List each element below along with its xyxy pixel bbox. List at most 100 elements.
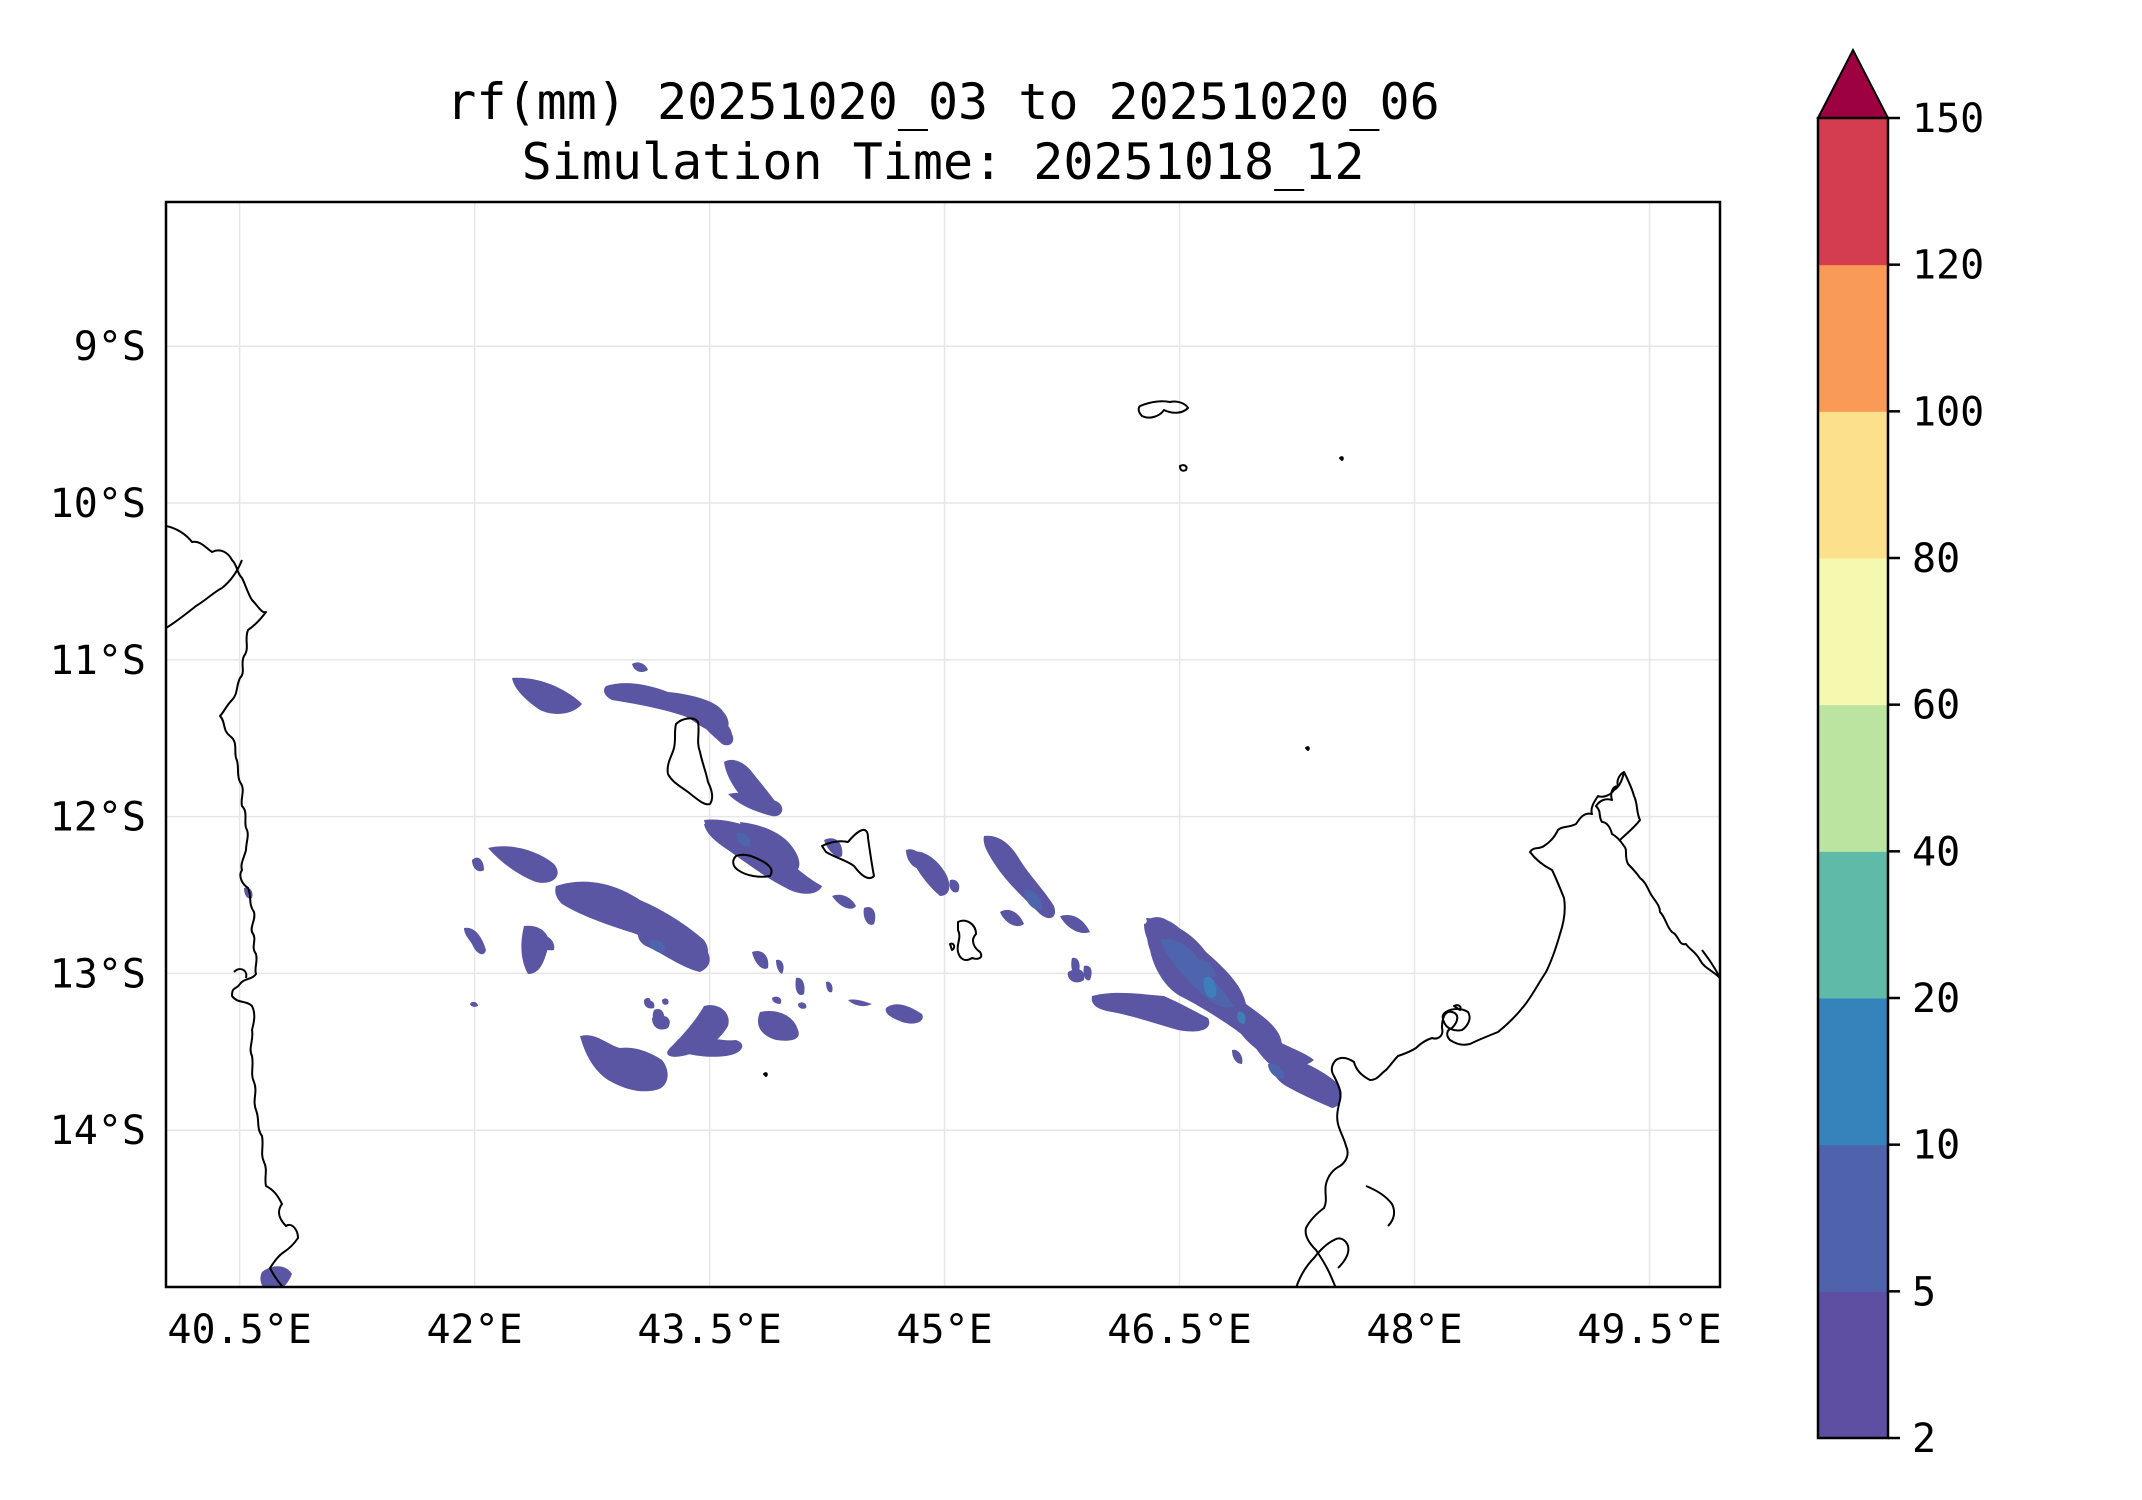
- island-nosy-small: [1453, 1004, 1462, 1011]
- rain-patch: [512, 677, 582, 714]
- island-moheli: [732, 853, 773, 878]
- rain-patch: [532, 933, 555, 951]
- rain-patch: [1232, 1049, 1243, 1064]
- rain-patch: [1083, 965, 1092, 981]
- rain-patch-mid: [1268, 1063, 1285, 1079]
- rain-patch: [662, 998, 669, 1005]
- lon-tick-label: 40.5°E: [167, 1307, 312, 1353]
- rain-patch: [798, 1002, 807, 1009]
- colorbar-segment: [1818, 264, 1888, 412]
- latitude-tick-labels: 9°S 10°S 11°S 12°S 13°S 14°S: [50, 324, 146, 1154]
- rainfall-patches-high: [1203, 977, 1246, 1024]
- island-grande-comore: [666, 717, 714, 806]
- map-frame: [164, 200, 1722, 1289]
- rain-patch: [728, 792, 783, 817]
- rainfall-patches-mid: [650, 832, 1285, 1079]
- rain-patch: [832, 894, 856, 909]
- rain-patch: [488, 846, 558, 883]
- coastline-madagascar: [1304, 771, 1720, 1287]
- island-cosmoledo: [1339, 456, 1344, 461]
- island-mayotte: [956, 919, 983, 961]
- colorbar-tick-label: 2: [1912, 1416, 1936, 1462]
- rain-patch: [1000, 909, 1024, 927]
- rain-patch: [772, 996, 782, 1004]
- rain-patch: [464, 927, 486, 955]
- lon-tick-label: 42°E: [426, 1307, 522, 1353]
- colorbar-extend-triangle: [1816, 47, 1890, 119]
- lat-tick-label: 14°S: [50, 1108, 146, 1154]
- island-mayotte-small: [949, 942, 956, 951]
- rain-patch: [644, 997, 651, 1005]
- rain-patch: [260, 1266, 292, 1287]
- rain-patch: [470, 1001, 478, 1007]
- island-aldabra: [1137, 400, 1189, 419]
- rain-patch: [848, 999, 872, 1007]
- rain-patch: [472, 857, 484, 872]
- rain-patch: [795, 977, 805, 996]
- longitude-tick-labels: 40.5°E 42°E 43.5°E 45°E 46.5°E 48°E 49.5°E: [167, 1307, 1721, 1353]
- rain-patch: [704, 822, 822, 894]
- lat-tick-label: 12°S: [50, 795, 146, 841]
- rain-patch-high: [1203, 977, 1217, 998]
- lon-tick-label: 49.5°E: [1577, 1307, 1722, 1353]
- rain-patch: [776, 959, 784, 974]
- lat-tick-label: 13°S: [50, 951, 146, 997]
- lon-tick-label: 46.5°E: [1107, 1307, 1252, 1353]
- lat-tick-label: 10°S: [50, 481, 146, 527]
- rain-patch: [1270, 1060, 1341, 1108]
- colorbar-segment: [1818, 704, 1888, 852]
- map-gridlines: [166, 202, 1720, 1287]
- rain-patch: [580, 1035, 668, 1092]
- rain-patch: [700, 716, 734, 746]
- rain-patch: [652, 1015, 670, 1030]
- coastline-mozambique-inlet: [233, 968, 248, 979]
- island-astove: [1305, 746, 1310, 751]
- colorbar-tick-label: 5: [1912, 1269, 1936, 1315]
- island-nosy-be: [1441, 1008, 1471, 1032]
- colorbar: 2 5 10 20 40 60 80 100 120 150: [1816, 47, 1984, 1462]
- coastline-africa-north: [166, 559, 243, 629]
- rain-patch: [949, 879, 960, 893]
- rain-patch: [752, 950, 769, 969]
- rain-patch-mid: [650, 939, 666, 953]
- rain-patch-mid: [736, 832, 751, 847]
- rain-patch: [1091, 992, 1210, 1032]
- coastline-africa: [166, 525, 299, 1287]
- rain-patch: [983, 835, 1056, 919]
- colorbar-segment: [1818, 1144, 1888, 1292]
- colorbar-segment: [1818, 851, 1888, 999]
- island-anjouan: [821, 828, 875, 880]
- lat-tick-label: 9°S: [74, 324, 146, 370]
- coastline-madagascar-ne: [1701, 949, 1720, 979]
- rain-patch: [906, 849, 925, 869]
- colorbar-tick-label: 10: [1912, 1123, 1960, 1169]
- colorbar-segment: [1818, 558, 1888, 706]
- coastline-madagascar-sw: [1295, 1237, 1350, 1287]
- colorbar-tick-label: 40: [1912, 829, 1960, 875]
- coastline-madagascar-bay: [1365, 1185, 1396, 1227]
- rain-patch: [1067, 969, 1085, 983]
- rain-patch-high: [1237, 1011, 1246, 1024]
- colorbar-tick-label: 120: [1912, 243, 1984, 289]
- rain-patch: [885, 1004, 923, 1024]
- colorbar-segment: [1818, 411, 1888, 559]
- rain-patch-mid: [1196, 959, 1216, 978]
- rain-patch: [521, 925, 549, 974]
- lon-tick-label: 43.5°E: [637, 1307, 782, 1353]
- map-title-line2: Simulation Time: 20251018_12: [521, 133, 1365, 191]
- colorbar-segment: [1818, 1291, 1888, 1439]
- lon-tick-label: 48°E: [1366, 1307, 1462, 1353]
- rain-patch-mid: [1024, 889, 1043, 911]
- colorbar-tick-label: 80: [1912, 536, 1960, 582]
- rain-patch: [632, 662, 648, 672]
- rain-patch: [638, 928, 710, 972]
- island-glorioso: [763, 1072, 768, 1077]
- lat-tick-label: 11°S: [50, 638, 146, 684]
- rain-patch: [757, 1010, 799, 1041]
- rain-patch: [675, 1036, 743, 1057]
- colorbar-tick-label: 100: [1912, 389, 1984, 435]
- rain-patch: [1060, 914, 1090, 934]
- colorbar-outline: [1816, 116, 1890, 1440]
- colorbar-tick-label: 20: [1912, 976, 1960, 1022]
